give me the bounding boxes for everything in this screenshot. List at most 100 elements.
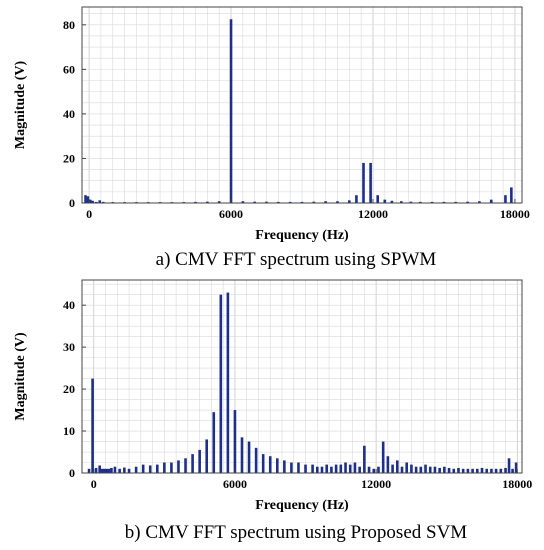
y-axis-label: Magnitude (V) [13, 61, 28, 150]
bar [240, 437, 244, 473]
bar [217, 201, 221, 203]
bar [442, 201, 446, 203]
bar [155, 464, 159, 473]
bar [376, 195, 379, 203]
bar [507, 458, 511, 473]
bar [84, 195, 87, 203]
bar [428, 466, 432, 473]
bar [98, 200, 102, 203]
bar [514, 462, 518, 473]
bar [275, 458, 279, 473]
bar [433, 466, 437, 473]
y-tick-label: 20 [63, 151, 75, 165]
bar [410, 464, 413, 473]
bar [265, 201, 268, 203]
bar [454, 201, 458, 203]
bar [123, 467, 126, 473]
bar [101, 201, 105, 203]
bar [430, 201, 434, 203]
bar [461, 468, 465, 473]
bar [127, 468, 131, 473]
bar [107, 468, 111, 473]
x-tick-label: 18000 [500, 207, 530, 221]
bar [424, 464, 427, 473]
bar [466, 468, 470, 473]
bar [105, 468, 109, 473]
bar [229, 19, 233, 203]
bar [438, 467, 441, 473]
bar [367, 466, 371, 473]
bars [84, 19, 513, 203]
x-tick-label: 0 [91, 477, 97, 491]
bar [391, 464, 394, 473]
bar [113, 466, 117, 473]
bar [288, 201, 292, 203]
bar [499, 468, 503, 473]
bar [98, 465, 101, 473]
bar [383, 199, 387, 203]
bar [489, 199, 493, 203]
bar [369, 162, 372, 203]
bar [400, 466, 404, 473]
bar [219, 294, 223, 473]
bar [510, 187, 513, 203]
bar [325, 464, 329, 473]
bar [330, 466, 333, 473]
x-tick-label: 12000 [361, 477, 391, 491]
bar [194, 201, 197, 203]
gridlines [82, 7, 522, 204]
bar [386, 456, 390, 473]
bar [511, 468, 514, 473]
bar [355, 195, 358, 203]
bar [344, 462, 347, 473]
bar [414, 466, 418, 473]
bar [471, 468, 474, 473]
bar [110, 467, 113, 473]
bar [457, 467, 460, 473]
bar [300, 201, 304, 203]
bar [233, 410, 237, 473]
x-tick-label: 12000 [358, 207, 388, 221]
bar [418, 201, 422, 203]
bar [253, 201, 256, 203]
bar [504, 467, 507, 473]
y-tick-label: 60 [63, 62, 75, 76]
bar [268, 456, 272, 473]
bar [447, 467, 451, 473]
bar [141, 464, 145, 473]
bar [339, 464, 343, 473]
bar [405, 462, 409, 473]
chart-caption: a) CMV FFT spectrum using SPWM [156, 249, 437, 270]
y-axis-label: Magnitude (V) [13, 332, 28, 421]
y-tick-label: 10 [63, 424, 75, 438]
y-tick-label: 80 [63, 18, 75, 32]
x-tick-label: 6000 [219, 207, 243, 221]
bar [290, 462, 293, 473]
bar [103, 468, 106, 473]
bar [395, 460, 399, 473]
bar [312, 201, 316, 203]
bar [170, 462, 173, 473]
bar [311, 464, 314, 473]
bar [315, 466, 319, 473]
plot-frame [81, 6, 523, 204]
bar [409, 201, 413, 203]
bar [241, 201, 245, 203]
bar [336, 201, 339, 203]
bar [358, 466, 361, 473]
bar [304, 464, 307, 473]
bar [163, 462, 166, 473]
bar [191, 454, 194, 473]
bar [334, 464, 338, 473]
bar [226, 292, 230, 473]
bar [297, 462, 300, 473]
x-axis-label: Frequency (Hz) [255, 228, 349, 243]
chart-caption: b) CMV FFT spectrum using Proposed SVM [125, 522, 467, 543]
y-tick-label: 0 [69, 196, 75, 210]
bar [390, 200, 394, 203]
bar [485, 468, 489, 473]
bar [494, 468, 498, 473]
bar [419, 466, 423, 473]
bar [362, 162, 365, 203]
x-tick-label: 18000 [502, 477, 532, 491]
